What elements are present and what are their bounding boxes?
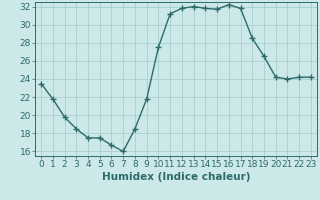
X-axis label: Humidex (Indice chaleur): Humidex (Indice chaleur) xyxy=(102,172,250,182)
